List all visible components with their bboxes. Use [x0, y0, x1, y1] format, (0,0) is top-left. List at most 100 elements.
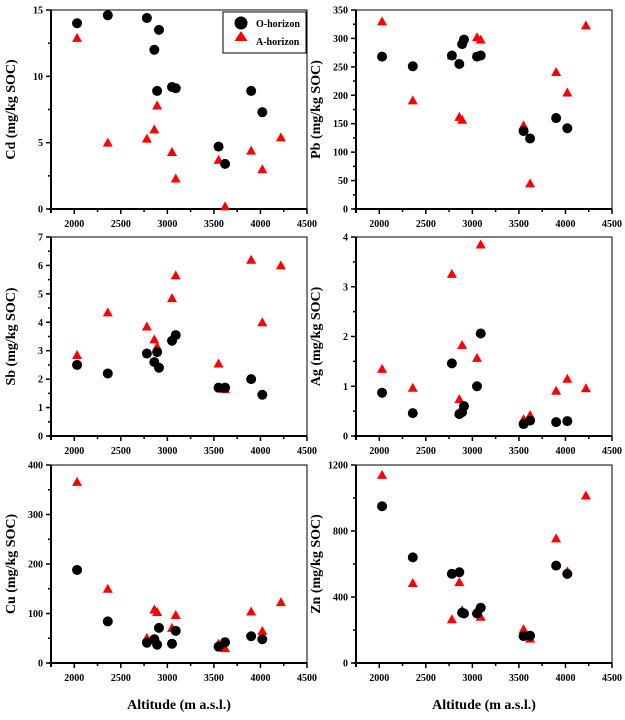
plot-frame — [355, 464, 613, 664]
o-horizon-point — [475, 328, 486, 339]
y-tick-label: 0 — [343, 432, 348, 443]
a-horizon-point — [377, 16, 388, 26]
y-tick-label: 2 — [38, 375, 43, 386]
x-axis-title: Altitude (m a.s.l.) — [127, 698, 231, 713]
a-horizon-point — [562, 87, 573, 97]
o-horizon-point — [407, 61, 418, 72]
o-horizon-point — [246, 374, 257, 385]
legend: O-horizon A-horizon — [222, 11, 307, 54]
o-horizon-point — [246, 85, 257, 96]
a-horizon-point — [562, 373, 573, 383]
y-axis-title: Zn (mg/kg SOC) — [309, 514, 324, 614]
y-tick-label: 200 — [28, 560, 43, 571]
o-horizon-point — [257, 107, 268, 118]
a-horizon-point — [220, 201, 231, 211]
x-tick-label: 2000 — [369, 673, 389, 684]
a-horizon-point — [454, 394, 465, 404]
o-horizon-point — [562, 416, 573, 427]
a-horizon-point — [551, 385, 562, 395]
y-tick-label: 1 — [343, 382, 348, 393]
legend-label-a-horizon: A-horizon — [256, 37, 300, 48]
y-axis-title: Sb (mg/kg SOC) — [4, 287, 19, 385]
a-horizon-point — [518, 624, 529, 634]
y-axis-title: Pb (mg/kg SOC) — [309, 60, 324, 159]
x-tick-label: 3000 — [462, 446, 482, 457]
x-tick-label: 2500 — [111, 446, 131, 457]
y-tick-label: 0 — [38, 205, 43, 216]
y-tick-label: 4 — [343, 233, 348, 244]
x-tick-label: 2000 — [64, 446, 84, 457]
x-tick-label: 3000 — [157, 219, 177, 230]
o-horizon-point — [246, 631, 257, 642]
x-tick-label: 2000 — [369, 219, 389, 230]
o-horizon-point — [213, 141, 224, 152]
a-horizon-point — [257, 164, 268, 174]
y-tick-label: 250 — [333, 62, 348, 73]
y-tick-label: 300 — [333, 34, 348, 45]
o-horizon-point — [152, 347, 163, 358]
a-horizon-point — [102, 307, 113, 317]
a-horizon-point — [475, 239, 486, 249]
a-horizon-point — [407, 577, 418, 587]
y-tick-label: 6 — [38, 261, 43, 272]
o-horizon-point — [152, 639, 163, 650]
a-horizon-point — [102, 583, 113, 593]
o-horizon-point — [407, 408, 418, 419]
x-tick-label: 2000 — [64, 219, 84, 230]
x-tick-label: 3000 — [157, 673, 177, 684]
plot-frame — [355, 9, 613, 210]
a-horizon-point — [149, 124, 160, 134]
a-horizon-point — [377, 469, 388, 479]
o-horizon-point — [102, 368, 113, 379]
o-horizon-point — [525, 415, 536, 426]
legend-circle-icon — [234, 16, 248, 30]
y-axis-title: Cd (mg/kg SOC) — [4, 59, 19, 160]
a-horizon-point — [246, 145, 257, 155]
x-tick-label: 4500 — [602, 219, 622, 230]
x-tick-label: 4000 — [250, 446, 270, 457]
y-tick-label: 0 — [38, 432, 43, 443]
o-horizon-point — [220, 158, 231, 169]
y-tick-label: 0 — [38, 659, 43, 670]
x-tick-label: 4500 — [297, 219, 317, 230]
x-tick-label: 3000 — [462, 219, 482, 230]
o-horizon-point — [518, 126, 529, 137]
a-horizon-point — [454, 577, 465, 587]
o-horizon-point — [72, 18, 83, 29]
a-horizon-point — [446, 268, 457, 278]
o-horizon-point — [377, 387, 388, 398]
y-tick-label: 400 — [333, 593, 348, 604]
a-horizon-point — [472, 352, 483, 362]
a-horizon-point — [72, 32, 83, 42]
o-horizon-point — [446, 358, 457, 369]
o-horizon-point — [149, 44, 160, 55]
x-tick-label: 2500 — [416, 446, 436, 457]
a-horizon-point — [457, 339, 468, 349]
panel-3: 2000 2500 3000 3500 4000 4500 0 1 2 3 4 Ag (mg/kg S… — [309, 233, 622, 458]
o-horizon-point — [551, 560, 562, 571]
y-tick-label: 2 — [343, 332, 348, 343]
a-horizon-point — [141, 133, 152, 143]
a-horizon-point — [170, 270, 181, 280]
x-tick-label: 3500 — [509, 673, 529, 684]
o-horizon-point — [72, 359, 83, 370]
y-tick-label: 400 — [28, 461, 43, 472]
o-horizon-point — [220, 382, 231, 393]
a-horizon-point — [257, 317, 268, 327]
o-horizon-point — [525, 630, 536, 641]
x-tick-label: 4000 — [555, 673, 575, 684]
o-horizon-point — [475, 50, 486, 61]
a-horizon-point — [167, 293, 178, 303]
a-horizon-point — [377, 363, 388, 373]
y-tick-label: 15 — [33, 6, 43, 17]
a-horizon-point — [102, 137, 113, 147]
a-horizon-point — [170, 173, 181, 183]
x-tick-label: 2500 — [416, 219, 436, 230]
panel-4: 2000 2500 3000 3500 4000 4500 0 100 200 300 400 Cu … — [4, 461, 317, 714]
o-horizon-point — [167, 638, 178, 649]
x-tick-label: 4500 — [297, 673, 317, 684]
x-tick-label: 4000 — [555, 219, 575, 230]
y-tick-label: 10 — [33, 72, 43, 83]
y-axis-title: Ag (mg/kg SOC) — [309, 286, 324, 386]
a-horizon-point — [275, 260, 286, 270]
